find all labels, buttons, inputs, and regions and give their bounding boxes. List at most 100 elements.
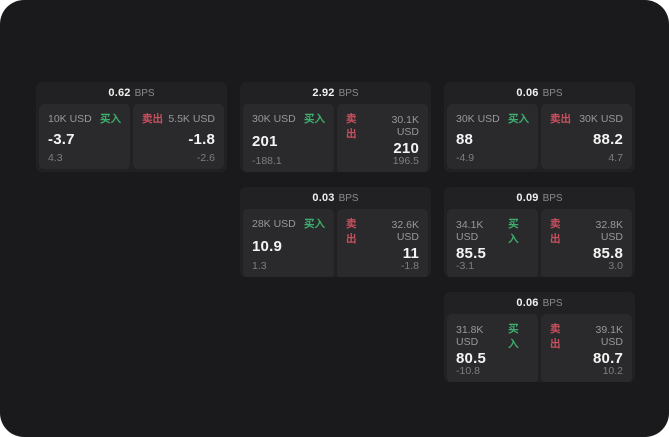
buy-panel-top: 10K USD 买入 xyxy=(48,111,121,126)
sell-amount: 30.1K USD xyxy=(391,114,419,138)
buy-value: 85.5 xyxy=(456,245,486,262)
sell-panel-top: 卖出 30.1K USD xyxy=(346,111,419,141)
buy-panel[interactable]: 30K USD 买入 88 -4.9 xyxy=(447,104,538,169)
buy-label: 买入 xyxy=(508,218,519,245)
quote-card-body: 31.8K USD 买入 80.5 -10.8 卖出 39.1K USD 80.… xyxy=(444,314,635,382)
buy-label: 买入 xyxy=(100,113,121,125)
bps-value: 0.03 xyxy=(312,192,335,204)
sell-value: 210 xyxy=(393,140,419,157)
bps-value: 0.62 xyxy=(108,87,131,99)
sell-amount: 5.5K USD xyxy=(168,112,215,125)
sell-panel-top: 卖出 30K USD xyxy=(550,111,623,126)
sell-label: 卖出 xyxy=(142,113,163,125)
sell-label: 卖出 xyxy=(550,113,571,125)
bps-header: 0.62 BPS xyxy=(36,82,227,104)
bps-value: 0.06 xyxy=(516,297,539,309)
sell-panel[interactable]: 卖出 32.6K USD 11 -1.8 xyxy=(337,209,428,277)
buy-panel[interactable]: 31.8K USD 买入 80.5 -10.8 xyxy=(447,314,538,382)
buy-label: 买入 xyxy=(304,113,325,125)
sell-label: 卖出 xyxy=(346,113,357,140)
quote-card-body: 30K USD 买入 201 -188.1 卖出 30.1K USD 210 1… xyxy=(240,104,431,172)
sell-panel-top: 卖出 5.5K USD xyxy=(142,111,215,126)
sell-panel[interactable]: 卖出 5.5K USD -1.8 -2.6 xyxy=(133,104,224,169)
sell-panel[interactable]: 卖出 30.1K USD 210 196.5 xyxy=(337,104,428,172)
bps-label: BPS xyxy=(338,87,359,99)
bps-value: 0.06 xyxy=(516,87,539,99)
buy-value: -3.7 xyxy=(48,130,75,148)
buy-delta: 4.3 xyxy=(48,151,63,164)
buy-panel-top: 30K USD 买入 xyxy=(456,111,529,126)
buy-delta: -3.1 xyxy=(456,260,475,272)
buy-panel-top: 34.1K USD 买入 xyxy=(456,216,529,246)
buy-panel[interactable]: 34.1K USD 买入 85.5 -3.1 xyxy=(447,209,538,277)
buy-value: 88 xyxy=(456,130,474,148)
bps-label: BPS xyxy=(542,192,563,204)
buy-amount: 28K USD xyxy=(252,217,296,230)
sell-value: 88.2 xyxy=(593,130,623,148)
quote-card-body: 30K USD 买入 88 -4.9 卖出 30K USD 88.2 4.7 xyxy=(444,104,635,172)
sell-panel[interactable]: 卖出 30K USD 88.2 4.7 xyxy=(541,104,632,169)
sell-amount: 39.1K USD xyxy=(595,324,623,348)
bps-value: 0.09 xyxy=(516,192,539,204)
buy-panel[interactable]: 30K USD 买入 201 -188.1 xyxy=(243,104,334,172)
buy-panel-top: 30K USD 买入 xyxy=(252,111,325,126)
sell-panel[interactable]: 卖出 39.1K USD 80.7 10.2 xyxy=(541,314,632,382)
sell-amount: 32.6K USD xyxy=(391,219,419,243)
buy-label: 买入 xyxy=(304,218,325,230)
quote-card-grid: 0.62 BPS 10K USD 买入 -3.7 4.3 卖出 5.5K USD… xyxy=(36,82,635,382)
sell-label: 卖出 xyxy=(550,323,561,350)
buy-panel[interactable]: 28K USD 买入 10.9 1.3 xyxy=(243,209,334,277)
sell-delta: -2.6 xyxy=(196,151,215,164)
sell-delta: 3.0 xyxy=(608,260,623,272)
sell-amount: 30K USD xyxy=(579,112,623,125)
buy-amount: 31.8K USD xyxy=(456,324,484,348)
sell-delta: 10.2 xyxy=(602,365,623,377)
buy-amount: 30K USD xyxy=(252,112,296,125)
buy-delta: -188.1 xyxy=(252,155,282,167)
sell-value: 85.8 xyxy=(593,245,623,262)
quote-card: 0.09 BPS 34.1K USD 买入 85.5 -3.1 卖出 32.8K… xyxy=(444,187,635,277)
sell-label: 卖出 xyxy=(550,218,561,245)
bps-header: 2.92 BPS xyxy=(240,82,431,104)
sell-value: 11 xyxy=(402,245,419,262)
buy-panel-top: 31.8K USD 买入 xyxy=(456,321,529,351)
quote-card-body: 28K USD 买入 10.9 1.3 卖出 32.6K USD 11 -1.8 xyxy=(240,209,431,277)
quote-card: 0.06 BPS 30K USD 买入 88 -4.9 卖出 30K USD 8… xyxy=(444,82,635,172)
sell-value: -1.8 xyxy=(188,130,215,148)
buy-value: 201 xyxy=(252,132,278,150)
buy-panel-top: 28K USD 买入 xyxy=(252,216,325,231)
sell-value: 80.7 xyxy=(593,350,623,367)
quote-card: 0.62 BPS 10K USD 买入 -3.7 4.3 卖出 5.5K USD… xyxy=(36,82,227,172)
buy-delta: 1.3 xyxy=(252,260,267,272)
buy-value: 10.9 xyxy=(252,237,282,255)
sell-panel[interactable]: 卖出 32.8K USD 85.8 3.0 xyxy=(541,209,632,277)
buy-amount: 30K USD xyxy=(456,112,500,125)
sell-delta: 4.7 xyxy=(608,151,623,164)
bps-label: BPS xyxy=(134,87,155,99)
quote-card: 0.06 BPS 31.8K USD 买入 80.5 -10.8 卖出 39.1… xyxy=(444,292,635,382)
bps-header: 0.06 BPS xyxy=(444,82,635,104)
buy-amount: 34.1K USD xyxy=(456,219,484,243)
buy-delta: -4.9 xyxy=(456,151,475,164)
buy-delta: -10.8 xyxy=(456,365,480,377)
bps-header: 0.06 BPS xyxy=(444,292,635,314)
quote-card: 2.92 BPS 30K USD 买入 201 -188.1 卖出 30.1K … xyxy=(240,82,431,172)
bps-label: BPS xyxy=(542,297,563,309)
buy-value: 80.5 xyxy=(456,350,486,367)
bps-header: 0.09 BPS xyxy=(444,187,635,209)
quote-card-body: 10K USD 买入 -3.7 4.3 卖出 5.5K USD -1.8 -2.… xyxy=(36,104,227,172)
buy-label: 买入 xyxy=(508,113,529,125)
quote-card: 0.03 BPS 28K USD 买入 10.9 1.3 卖出 32.6K US… xyxy=(240,187,431,277)
sell-label: 卖出 xyxy=(346,218,357,245)
sell-panel-top: 卖出 32.8K USD xyxy=(550,216,623,246)
buy-label: 买入 xyxy=(508,323,519,350)
bps-label: BPS xyxy=(338,192,359,204)
buy-panel[interactable]: 10K USD 买入 -3.7 4.3 xyxy=(39,104,130,169)
bps-label: BPS xyxy=(542,87,563,99)
sell-delta: 196.5 xyxy=(392,155,419,167)
sell-panel-top: 卖出 32.6K USD xyxy=(346,216,419,246)
bps-header: 0.03 BPS xyxy=(240,187,431,209)
sell-panel-top: 卖出 39.1K USD xyxy=(550,321,623,351)
sell-delta: -1.8 xyxy=(400,260,419,272)
